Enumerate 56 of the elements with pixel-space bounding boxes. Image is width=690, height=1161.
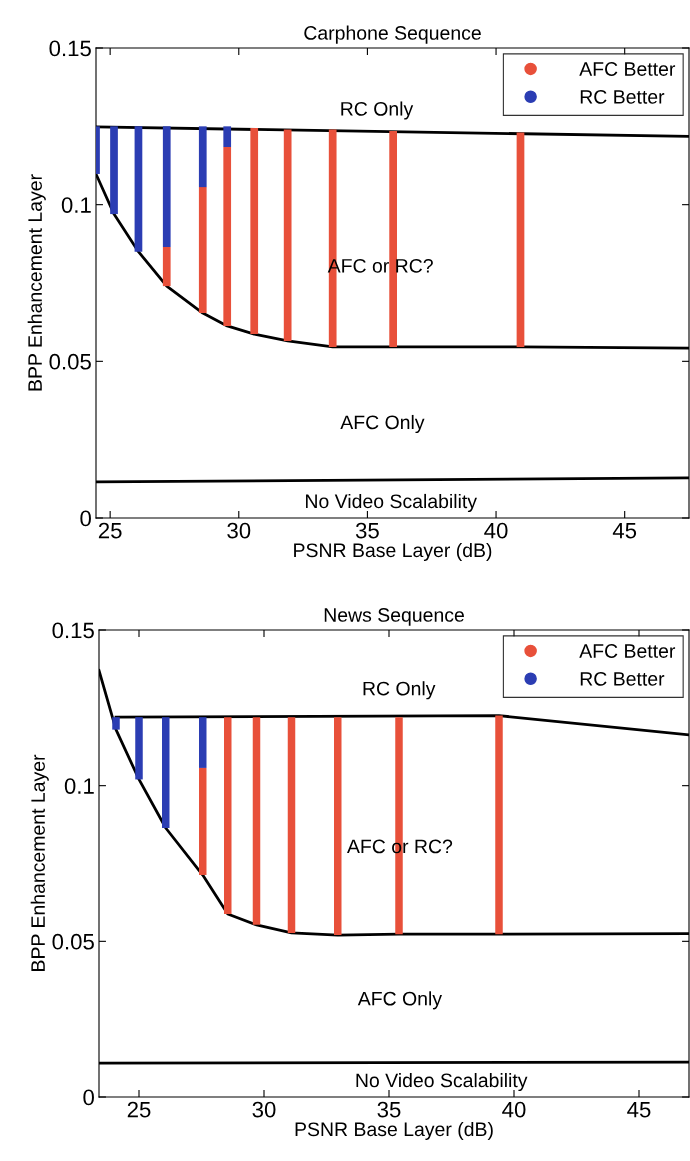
bar <box>287 717 296 933</box>
x-axis-title: PSNR Base Layer (dB) <box>294 542 492 562</box>
bar <box>224 717 232 914</box>
x-tick-label: 35 <box>355 522 379 539</box>
x-tick-label: 45 <box>612 522 637 539</box>
x-tick-label: 25 <box>127 1101 151 1118</box>
bar <box>252 717 261 925</box>
legend-label: RC Better <box>580 89 665 104</box>
bar <box>110 126 118 215</box>
y-axis-title: BPP Enhancement Layer <box>27 174 46 391</box>
y-tick-label: 0.1 <box>61 197 91 213</box>
bar <box>199 717 207 768</box>
bar <box>516 132 525 347</box>
legend-label: AFC Better <box>579 62 676 76</box>
x-tick-label: 40 <box>502 1101 526 1118</box>
y-tick-label: 0.15 <box>49 40 91 57</box>
x-tick-label: 40 <box>484 522 508 539</box>
bar <box>334 717 342 936</box>
bar <box>162 246 171 287</box>
annotation: AFC Only <box>340 414 425 434</box>
bar <box>250 127 259 335</box>
y-tick-label: 0.15 <box>52 622 94 639</box>
chart-title: Carphone Sequence <box>304 25 481 44</box>
annotation: RC Only <box>341 101 414 120</box>
annotation: AFC Only <box>357 991 442 1010</box>
bar <box>495 715 503 935</box>
bar <box>198 187 207 314</box>
legend-label: AFC Better <box>579 644 676 658</box>
bar <box>199 767 207 876</box>
legend-label: RC Better <box>580 671 665 686</box>
annotation: No Video Scalability <box>356 1072 528 1092</box>
y-tick-label: 0.1 <box>64 778 94 794</box>
y-tick-label: 0.05 <box>49 353 91 370</box>
bar <box>112 717 120 730</box>
annotation: No Video Scalability <box>306 493 477 513</box>
bar <box>162 126 171 247</box>
x-tick-label: 45 <box>627 1101 651 1118</box>
bar <box>135 717 143 780</box>
annotation: RC Only <box>363 681 436 700</box>
x-axis-title: PSNR Base Layer (dB) <box>295 1121 493 1141</box>
y-tick-label: 0.05 <box>52 933 94 950</box>
bar <box>283 129 292 341</box>
bar <box>198 126 207 188</box>
bar <box>223 126 232 148</box>
x-tick-label: 30 <box>252 1101 276 1118</box>
y-tick-label: 0 <box>83 1089 94 1106</box>
x-tick-label: 30 <box>227 522 251 539</box>
bar <box>134 126 143 252</box>
y-tick-label: 0 <box>80 510 91 527</box>
x-tick-label: 25 <box>98 522 122 539</box>
chart-title: News Sequence <box>324 608 464 626</box>
bar <box>162 717 170 829</box>
bar <box>223 147 232 326</box>
y-axis-title: BPP Enhancement Layer <box>30 754 49 971</box>
x-tick-label: 35 <box>377 1101 401 1118</box>
bar <box>389 131 397 347</box>
